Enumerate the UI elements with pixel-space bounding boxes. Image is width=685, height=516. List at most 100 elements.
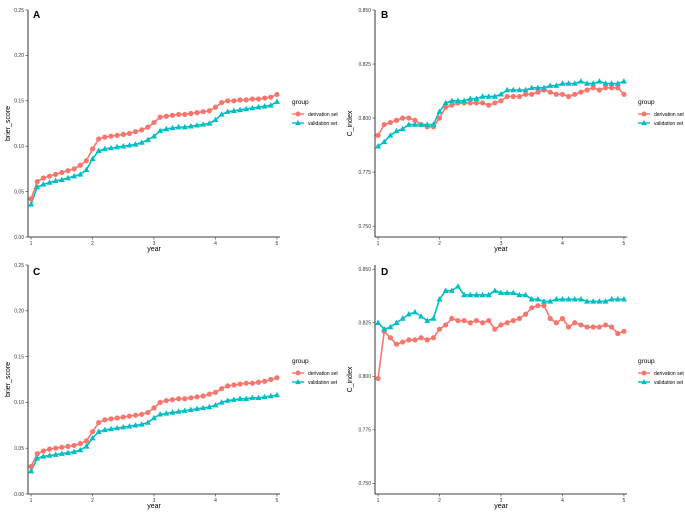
data-point-validation	[436, 108, 443, 114]
data-point-derivation	[615, 330, 621, 337]
data-point-validation	[77, 446, 84, 453]
data-point-derivation	[609, 324, 615, 330]
data-point-validation	[218, 399, 225, 405]
data-point-validation	[547, 82, 554, 88]
data-point-validation	[169, 409, 176, 415]
data-point-validation	[602, 80, 609, 86]
data-point-validation	[602, 298, 609, 304]
data-point-derivation	[157, 114, 163, 120]
data-point-derivation	[96, 419, 102, 426]
data-point-derivation	[262, 378, 268, 384]
data-point-derivation	[400, 115, 406, 121]
data-point-validation	[107, 144, 115, 151]
x-tick-label: 3	[153, 241, 156, 247]
data-point-derivation	[182, 111, 188, 118]
y-tick-label: 0.850	[358, 267, 371, 273]
legend-title: group	[292, 99, 309, 106]
y-tick-label: 0.00	[14, 235, 24, 241]
x-axis-title: year	[147, 246, 161, 253]
legend-key-marker-validation	[295, 379, 301, 385]
data-point-validation	[95, 147, 102, 153]
data-point-validation	[58, 176, 65, 183]
data-point-derivation	[449, 315, 455, 322]
data-point-validation	[375, 319, 382, 326]
data-point-validation	[77, 171, 84, 177]
data-point-derivation	[572, 91, 578, 97]
data-point-derivation	[572, 320, 578, 326]
data-point-validation	[559, 80, 566, 86]
data-point-derivation	[522, 311, 529, 317]
data-point-validation	[132, 422, 139, 428]
legend-title: group	[292, 358, 309, 365]
data-point-derivation	[510, 93, 516, 100]
data-point-derivation	[206, 108, 212, 114]
data-point-derivation	[40, 175, 46, 181]
data-point-validation	[89, 434, 96, 441]
data-point-validation	[504, 86, 511, 93]
data-point-validation	[83, 166, 90, 173]
data-point-derivation	[175, 396, 182, 402]
data-point-derivation	[553, 91, 559, 97]
data-point-derivation	[169, 397, 176, 403]
data-point-validation	[399, 125, 406, 132]
data-point-validation	[169, 124, 176, 131]
data-point-derivation	[243, 97, 249, 103]
data-point-derivation	[566, 93, 572, 100]
data-point-derivation	[102, 417, 108, 423]
y-tick-label: 0.25	[14, 263, 24, 269]
data-point-derivation	[504, 93, 510, 100]
data-point-validation	[206, 120, 213, 126]
data-point-validation	[163, 410, 170, 416]
x-axis-title: year	[147, 503, 161, 510]
data-point-validation	[485, 93, 492, 99]
data-point-derivation	[145, 409, 151, 416]
data-point-derivation	[53, 171, 59, 177]
data-point-validation	[577, 296, 584, 302]
data-point-validation	[571, 296, 578, 302]
data-point-validation	[504, 289, 511, 296]
legend-label-derivation: derivation set	[308, 112, 338, 118]
data-point-validation	[565, 80, 572, 86]
series-line-validation	[30, 101, 278, 205]
data-point-validation	[497, 91, 505, 97]
data-point-validation	[273, 391, 280, 398]
data-point-derivation	[225, 98, 231, 104]
data-point-derivation	[498, 322, 504, 328]
data-point-validation	[614, 80, 621, 86]
data-point-derivation	[219, 386, 225, 392]
data-point-validation	[424, 317, 431, 323]
x-tick-label: 5	[623, 241, 626, 247]
data-point-validation	[393, 319, 400, 326]
data-point-derivation	[621, 328, 627, 334]
data-point-validation	[596, 78, 603, 84]
data-point-validation	[528, 296, 535, 302]
data-point-derivation	[615, 85, 621, 91]
legend-label-validation: validation set	[654, 380, 684, 386]
data-point-derivation	[584, 324, 590, 330]
data-point-validation	[596, 298, 603, 304]
data-point-derivation	[590, 85, 596, 91]
panel-label: D	[381, 267, 388, 278]
x-tick-label: 2	[91, 498, 94, 504]
data-point-validation	[175, 123, 182, 130]
data-point-validation	[206, 403, 213, 410]
y-axis-title: brier_score	[5, 106, 12, 141]
data-point-derivation	[436, 115, 443, 121]
data-point-validation	[473, 291, 480, 298]
data-point-validation	[40, 453, 47, 459]
y-tick-label: 0.15	[14, 354, 24, 360]
y-tick-label: 0.800	[358, 374, 371, 380]
data-point-validation	[442, 99, 449, 106]
data-point-validation	[479, 93, 486, 99]
data-point-derivation	[151, 405, 157, 411]
x-tick-label: 2	[438, 241, 441, 247]
data-point-validation	[424, 121, 431, 127]
data-point-validation	[120, 423, 127, 430]
legend-key-marker-derivation	[295, 111, 301, 117]
data-point-validation	[138, 421, 145, 427]
data-point-derivation	[139, 127, 145, 133]
data-point-derivation	[225, 383, 231, 389]
data-point-derivation	[492, 326, 498, 332]
data-point-validation	[212, 116, 219, 123]
data-point-validation	[224, 397, 231, 403]
